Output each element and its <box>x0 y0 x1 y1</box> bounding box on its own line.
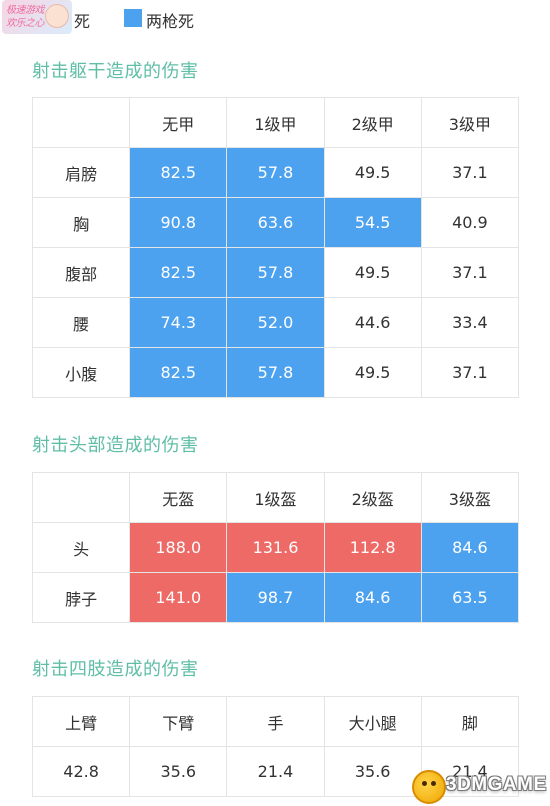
damage-cell: 35.6 <box>323 746 422 797</box>
column-header: 手 <box>226 696 325 747</box>
damage-cell: 84.6 <box>323 572 422 623</box>
limbs-damage-table: 上臂 下臂手大小腿脚 42.8 35.6 21.4 35.6 21.4 <box>31 696 520 797</box>
damage-cell: 54.5 <box>323 197 422 248</box>
watermark: 3DMGAME <box>412 770 547 804</box>
table-row: 脖子 141.0 98.7 84.6 63.5 <box>31 572 520 623</box>
damage-cell: 57.8 <box>226 247 325 298</box>
damage-cell: 131.6 <box>226 522 325 573</box>
damage-cell: 37.1 <box>420 247 520 298</box>
table-row: 头 188.0 131.6 112.8 84.6 <box>31 522 520 573</box>
column-header: 1级甲 <box>226 97 325 148</box>
table-row: 腹部 82.5 57.8 49.5 37.1 <box>31 247 520 298</box>
table-header-row: 无盔 1级盔 2级盔 3级盔 <box>31 472 520 523</box>
body-part-label: 头 <box>31 522 131 573</box>
table-row: 小腹 82.5 57.8 49.5 37.1 <box>31 347 520 398</box>
column-header: 2级盔 <box>323 472 422 523</box>
column-header <box>31 472 131 523</box>
logo-text: 极速游戏 欢乐之心 <box>6 5 45 29</box>
body-part-label: 小腹 <box>31 347 131 398</box>
column-header: 上臂 <box>31 696 131 747</box>
table-header-row: 上臂 下臂手大小腿脚 <box>31 696 520 747</box>
table-row: 42.8 35.6 21.4 35.6 21.4 <box>31 746 520 797</box>
damage-cell: 57.8 <box>226 347 325 398</box>
damage-cell: 52.0 <box>226 297 325 348</box>
limbs-section-title: 射击四肢造成的伤害 <box>32 659 199 680</box>
torso-damage-table: 无甲 1级甲 2级甲 3级甲 肩膀 82.5 57.8 49.5 37.1 胸 90.8 63.6 54… <box>31 97 520 398</box>
damage-cell: 40.9 <box>420 197 520 248</box>
body-part-label: 胸 <box>31 197 131 248</box>
damage-cell: 112.8 <box>323 522 422 573</box>
column-header: 无盔 <box>129 472 228 523</box>
table-row: 胸 90.8 63.6 54.5 40.9 <box>31 197 520 248</box>
table-row: 腰 74.3 52.0 44.6 33.4 <box>31 297 520 348</box>
column-header: 3级甲 <box>420 97 520 148</box>
site-logo: 极速游戏 欢乐之心 <box>2 0 72 34</box>
damage-cell: 188.0 <box>129 522 228 573</box>
damage-cell: 74.3 <box>129 297 228 348</box>
damage-cell: 141.0 <box>129 572 228 623</box>
logo-mascot-icon <box>45 4 69 28</box>
column-header: 脚 <box>420 696 520 747</box>
damage-cell: 37.1 <box>420 147 520 198</box>
column-header: 2级甲 <box>323 97 422 148</box>
head-damage-table: 无盔 1级盔 2级盔 3级盔头 188.0 131.6 112.8 84.6 脖子 141.0 98… <box>31 472 520 623</box>
legend: 极速游戏 欢乐之心 死 两枪死 <box>0 0 550 38</box>
damage-cell: 49.5 <box>323 347 422 398</box>
damage-cell: 35.6 <box>129 746 228 797</box>
torso-section-title: 射击躯干造成的伤害 <box>32 61 199 82</box>
table-row: 肩膀 82.5 57.8 49.5 37.1 <box>31 147 520 198</box>
table-header-row: 无甲 1级甲 2级甲 3级甲 <box>31 97 520 148</box>
damage-cell: 49.5 <box>323 247 422 298</box>
damage-cell: 49.5 <box>323 147 422 198</box>
damage-cell: 90.8 <box>129 197 228 248</box>
body-part-label: 脖子 <box>31 572 131 623</box>
column-header: 无甲 <box>129 97 228 148</box>
watermark-mascot-icon <box>412 770 446 804</box>
column-header: 3级盔 <box>420 472 520 523</box>
column-header: 大小腿 <box>323 696 422 747</box>
damage-cell: 37.1 <box>420 347 520 398</box>
legend-label-death: 死 <box>74 12 91 31</box>
damage-cell: 82.5 <box>129 247 228 298</box>
damage-cell: 84.6 <box>420 522 520 573</box>
damage-cell: 63.5 <box>420 572 520 623</box>
column-header <box>31 97 131 148</box>
damage-cell: 63.6 <box>226 197 325 248</box>
head-section-title: 射击头部造成的伤害 <box>32 435 199 456</box>
damage-cell: 21.4 <box>226 746 325 797</box>
legend-label-two-shot: 两枪死 <box>146 12 195 31</box>
column-header: 下臂 <box>129 696 228 747</box>
body-part-label: 肩膀 <box>31 147 131 198</box>
damage-cell: 82.5 <box>129 347 228 398</box>
column-header: 1级盔 <box>226 472 325 523</box>
damage-cell: 33.4 <box>420 297 520 348</box>
body-part-label: 腹部 <box>31 247 131 298</box>
watermark-text: 3DMGAME <box>446 774 547 795</box>
damage-cell: 57.8 <box>226 147 325 198</box>
damage-cell: 44.6 <box>323 297 422 348</box>
legend-swatch-blue <box>124 9 142 27</box>
body-part-label: 腰 <box>31 297 131 348</box>
damage-cell: 42.8 <box>31 746 131 797</box>
damage-cell: 98.7 <box>226 572 325 623</box>
damage-cell: 82.5 <box>129 147 228 198</box>
